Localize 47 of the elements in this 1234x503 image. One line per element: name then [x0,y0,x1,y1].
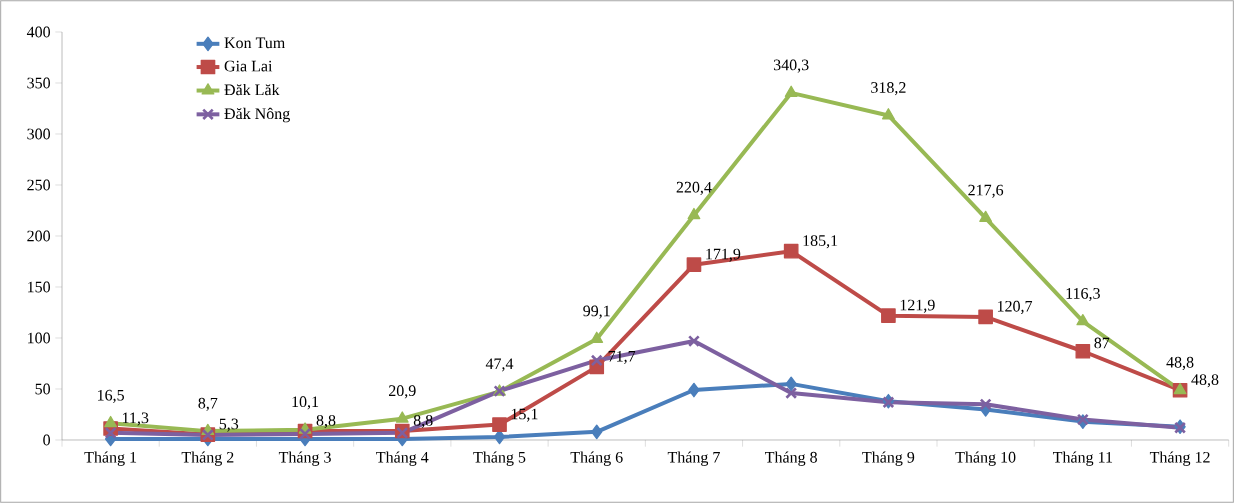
data-label: 71,7 [608,350,636,364]
data-label: 11,3 [122,412,149,426]
y-tick-label: 350 [27,77,51,89]
data-label: 16,5 [98,389,124,403]
y-tick-label: 200 [27,230,51,242]
data-label: 318,2 [871,82,906,96]
data-label: 47,4 [485,358,514,372]
x-tick-label: Tháng 12 [1149,451,1210,466]
x-tick-label: Tháng 10 [955,451,1016,466]
data-label: 5,3 [219,418,239,432]
y-tick-label: 50 [35,383,51,395]
data-label: 87 [1094,337,1110,349]
legend-label: Đăk Lăk [224,83,280,96]
data-label: 217,6 [968,184,1004,198]
y-tick-label: 250 [27,179,51,191]
y-tick-label: 400 [26,26,51,38]
x-tick-label: Tháng 7 [667,451,720,466]
legend-label: Đăk Nông [224,107,290,123]
data-label: 48,8 [1191,374,1219,388]
data-label: 120,7 [997,300,1033,314]
x-tick-label: Tháng 4 [376,451,429,466]
x-tick-label: Tháng 8 [765,451,817,466]
legend-label: Kon Tum [224,37,285,49]
data-label: 99,1 [583,305,610,319]
data-label: 8,8 [316,414,336,429]
x-tick-label: Tháng 3 [278,451,331,466]
y-tick-label: 100 [28,332,51,344]
data-label: 116,3 [1066,288,1100,302]
data-label: 48,8 [1166,356,1194,370]
data-label: 20,9 [388,385,416,399]
data-label: 185,1 [803,235,838,249]
x-tick-label: Tháng 1 [84,451,137,466]
y-tick-label: 300 [27,128,51,140]
data-label: 8,7 [198,397,218,411]
x-tick-label: Tháng 11 [1053,451,1113,466]
data-label: 171,9 [706,248,741,262]
data-label: 10,1 [292,396,319,410]
data-label: 340,3 [773,59,809,73]
x-tick-label: Tháng 2 [181,451,234,466]
data-label: 121,9 [900,299,935,313]
legend-label: Gia Lai [224,60,273,72]
x-tick-label: Tháng 9 [862,451,915,466]
x-tick-label: Tháng 6 [570,451,623,466]
x-tick-label: Tháng 5 [473,451,526,466]
data-label: 220,4 [676,181,712,195]
y-tick-label: 150 [28,281,51,293]
y-tick-label: 0 [43,434,51,446]
